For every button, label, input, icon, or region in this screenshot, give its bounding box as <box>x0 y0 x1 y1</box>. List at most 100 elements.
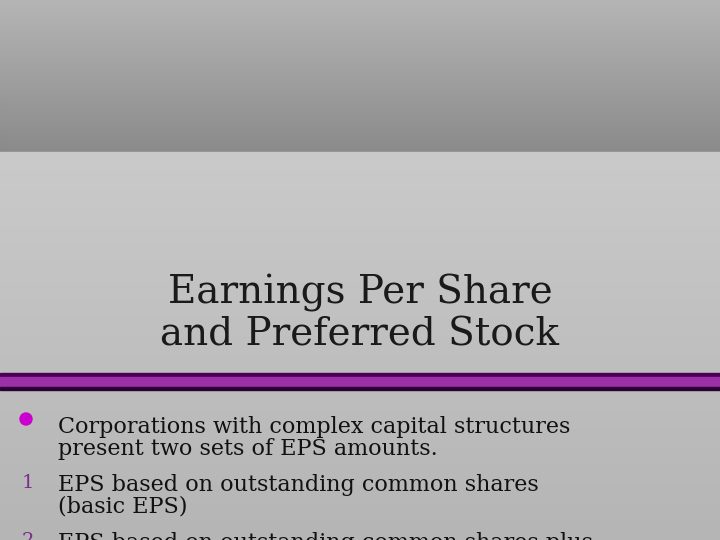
Bar <box>0 381 720 382</box>
Bar <box>0 297 720 298</box>
Bar <box>0 431 720 433</box>
Bar <box>0 327 720 328</box>
Bar <box>0 241 720 242</box>
Bar <box>0 246 720 248</box>
Bar <box>0 395 720 396</box>
Bar <box>0 271 720 272</box>
Bar <box>0 294 720 295</box>
Bar <box>0 501 720 503</box>
Bar <box>0 456 720 457</box>
Bar <box>0 416 720 417</box>
Bar <box>0 248 720 249</box>
Bar <box>0 377 720 379</box>
Bar <box>0 268 720 269</box>
Bar <box>0 483 720 484</box>
Bar <box>0 367 720 368</box>
Text: present two sets of EPS amounts.: present two sets of EPS amounts. <box>58 438 438 460</box>
Bar <box>0 452 720 454</box>
Bar <box>0 184 720 186</box>
Bar <box>0 370 720 372</box>
Bar <box>0 536 720 537</box>
Bar <box>0 366 720 367</box>
Bar <box>0 330 720 332</box>
Bar <box>0 522 720 523</box>
Bar <box>0 383 720 385</box>
Bar <box>0 314 720 315</box>
Bar <box>0 287 720 288</box>
Bar <box>0 161 720 163</box>
Bar <box>0 263 720 265</box>
Bar <box>0 272 720 274</box>
Bar <box>0 442 720 443</box>
Bar <box>0 188 720 190</box>
Bar <box>0 485 720 487</box>
Bar <box>0 351 720 353</box>
Bar <box>0 245 720 246</box>
Bar <box>0 173 720 174</box>
Bar <box>0 404 720 406</box>
Bar <box>0 179 720 180</box>
Bar <box>0 462 720 464</box>
Bar <box>0 372 720 373</box>
Bar <box>0 183 720 184</box>
Bar <box>0 196 720 197</box>
Bar <box>0 259 720 261</box>
Bar <box>0 315 720 316</box>
Bar <box>0 527 720 528</box>
Bar <box>0 417 720 418</box>
Bar <box>0 373 720 378</box>
Bar <box>0 519 720 521</box>
Bar <box>0 439 720 441</box>
Text: 1: 1 <box>22 474 35 492</box>
Bar <box>0 312 720 314</box>
Bar <box>0 202 720 204</box>
Bar <box>0 223 720 225</box>
Bar <box>0 458 720 460</box>
Bar <box>0 438 720 439</box>
Bar <box>0 355 720 356</box>
Bar <box>0 340 720 341</box>
Bar <box>0 377 720 387</box>
Text: 2: 2 <box>22 532 35 540</box>
Bar <box>0 470 720 471</box>
Text: and Preferred Stock: and Preferred Stock <box>161 316 559 354</box>
Bar <box>0 389 720 390</box>
Text: EPS based on outstanding common shares plus: EPS based on outstanding common shares p… <box>58 532 593 540</box>
Bar <box>0 460 720 461</box>
Bar <box>0 307 720 308</box>
Bar <box>0 513 720 514</box>
Bar <box>0 220 720 222</box>
Bar <box>0 214 720 215</box>
Bar <box>0 410 720 412</box>
Bar <box>0 466 720 468</box>
Bar <box>0 305 720 306</box>
Bar <box>0 507 720 508</box>
Bar <box>0 354 720 355</box>
Bar <box>0 282 720 284</box>
Bar <box>0 402 720 403</box>
Bar <box>0 278 720 279</box>
Bar <box>0 338 720 340</box>
Bar <box>0 244 720 245</box>
Bar <box>0 316 720 318</box>
Bar <box>0 171 720 173</box>
Bar <box>0 531 720 532</box>
Bar <box>0 291 720 292</box>
Bar <box>0 342 720 343</box>
Bar <box>0 176 720 177</box>
Bar <box>0 186 720 187</box>
Bar <box>0 356 720 357</box>
Bar <box>0 491 720 492</box>
Bar <box>0 415 720 416</box>
Bar <box>0 514 720 515</box>
Bar <box>0 468 720 469</box>
Bar <box>0 311 720 312</box>
Bar <box>0 231 720 232</box>
Bar <box>0 398 720 399</box>
Bar <box>0 482 720 483</box>
Bar <box>0 275 720 276</box>
Bar <box>0 492 720 494</box>
Bar <box>0 436 720 438</box>
Bar <box>0 300 720 301</box>
Bar <box>0 193 720 195</box>
